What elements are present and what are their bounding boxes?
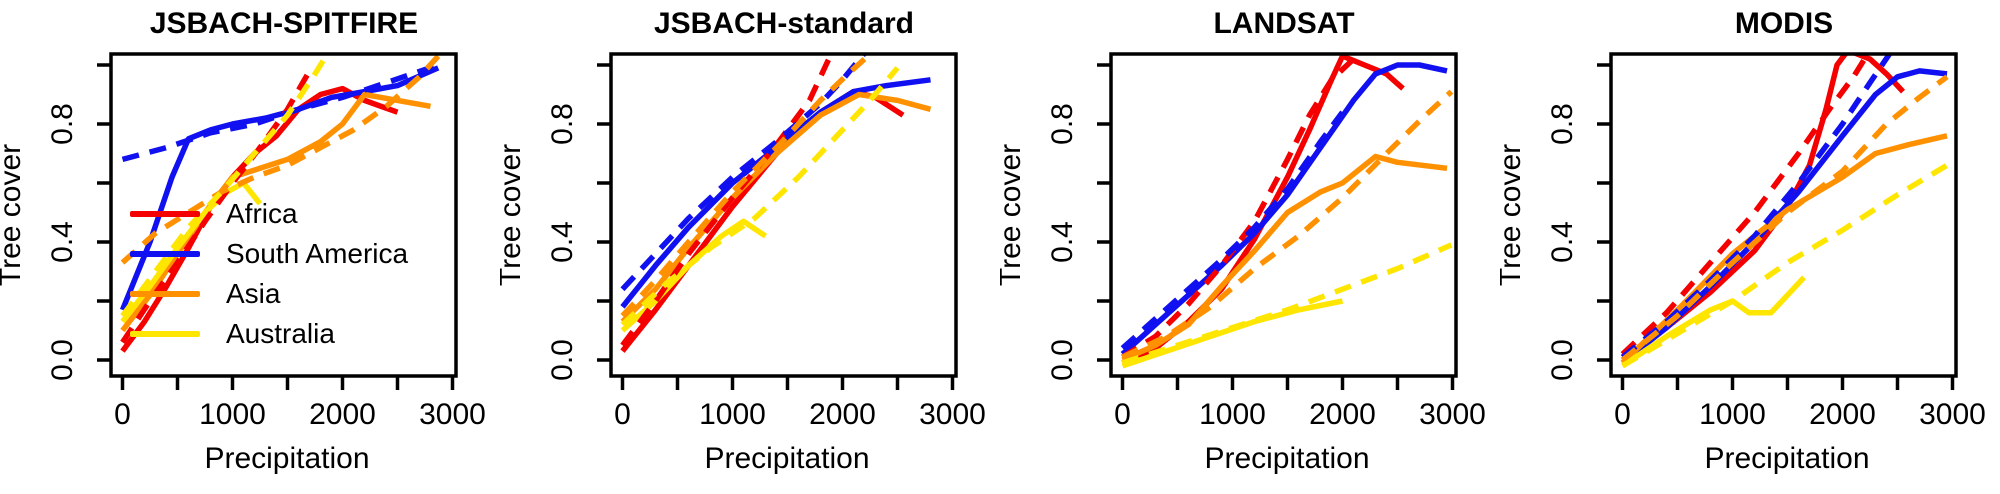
x-axis-label: Precipitation xyxy=(1204,442,1369,475)
x-axis-label: Precipitation xyxy=(1704,442,1869,475)
series-asia-dashed xyxy=(620,55,873,318)
y-tick-label: 0.4 xyxy=(1046,221,1079,263)
y-tick-label: 0.8 xyxy=(1546,103,1579,145)
legend-line-australia xyxy=(130,331,200,337)
panel-jsbach-spitfire: JSBACH-SPITFIRE 0 1000 2000 3000 0.0 0.4… xyxy=(0,0,500,494)
x-tick-label: 1000 xyxy=(699,398,766,431)
series-south-america-dashed xyxy=(620,55,867,292)
plot-box xyxy=(1109,52,1458,378)
series-australia-dashed xyxy=(1621,162,1949,369)
plot-box xyxy=(109,52,458,378)
series-australia-dashed xyxy=(1121,242,1453,366)
x-tick-label: 2000 xyxy=(809,398,876,431)
x-axis-label: Precipitation xyxy=(704,442,869,475)
y-tick-label: 0.8 xyxy=(546,103,579,145)
legend-item-africa: Africa xyxy=(130,194,408,234)
plot-jsbach-standard: JSBACH-standard 0 1000 2000 3000 0.0 0.4… xyxy=(500,7,986,475)
legend-label: South America xyxy=(226,238,409,269)
legend: Africa South America Asia Australia xyxy=(130,194,408,354)
series-lines xyxy=(1120,55,1454,369)
y-tick-label: 0.0 xyxy=(546,339,579,381)
ticks xyxy=(97,63,455,390)
series-lines xyxy=(620,55,932,353)
series-asia-dashed xyxy=(120,55,441,265)
x-tick-label: 3000 xyxy=(1919,398,1986,431)
y-tick-label: 0.4 xyxy=(1546,221,1579,263)
legend-label: Australia xyxy=(226,318,335,349)
x-tick-label: 0 xyxy=(614,398,631,431)
y-axis-label: Tree cover xyxy=(0,144,27,286)
legend-line-south-america xyxy=(130,251,200,257)
series-south-america-dashed xyxy=(1620,55,1892,360)
legend-line-asia xyxy=(130,291,200,297)
series-asia-dashed xyxy=(1121,89,1454,360)
x-tick-label: 0 xyxy=(1614,398,1631,431)
panel-title: LANDSAT xyxy=(1213,7,1354,40)
y-tick-label: 0.8 xyxy=(1046,103,1079,145)
legend-label: Asia xyxy=(226,278,281,309)
y-axis-label: Tree cover xyxy=(500,144,527,286)
plot-landsat: LANDSAT 0 1000 2000 3000 0.0 0.4 0.8 Pre… xyxy=(1000,7,1486,475)
x-tick-label: 2000 xyxy=(1309,398,1376,431)
x-tick-label: 0 xyxy=(1114,398,1131,431)
ticks xyxy=(1097,63,1455,390)
y-tick-label: 0.4 xyxy=(546,221,579,263)
y-tick-label: 0.0 xyxy=(1046,339,1079,381)
series-asia-dashed xyxy=(1620,74,1949,363)
legend-line-africa xyxy=(130,211,200,217)
series-australia-solid xyxy=(620,218,768,333)
series-africa-solid xyxy=(620,88,905,353)
series-asia-solid xyxy=(120,91,431,333)
series-africa-dashed xyxy=(1620,55,1871,357)
panel-modis: MODIS 0 1000 2000 3000 0.0 0.4 0.8 Preci… xyxy=(1500,0,2000,494)
series-south-america-dashed xyxy=(1120,110,1345,351)
y-axis-label: Tree cover xyxy=(1000,144,1027,286)
series-asia-solid xyxy=(1620,133,1948,365)
series-lines xyxy=(1620,55,1949,369)
ticks xyxy=(1597,63,1955,390)
x-tick-label: 2000 xyxy=(1809,398,1876,431)
panel-jsbach-standard: JSBACH-standard 0 1000 2000 3000 0.0 0.4… xyxy=(500,0,1000,494)
series-asia-solid xyxy=(620,91,932,324)
y-axis-label: Tree cover xyxy=(1500,144,1527,286)
ticks xyxy=(597,63,955,390)
y-tick-label: 0.8 xyxy=(46,103,79,145)
plot-box xyxy=(1609,52,1958,378)
x-tick-label: 1000 xyxy=(1199,398,1266,431)
panel-title: MODIS xyxy=(1735,7,1833,40)
x-tick-label: 0 xyxy=(114,398,131,431)
y-tick-label: 0.0 xyxy=(46,339,79,381)
panel-title: JSBACH-standard xyxy=(654,7,914,40)
y-tick-label: 0.4 xyxy=(46,221,79,263)
legend-item-south-america: South America xyxy=(130,234,408,274)
series-australia-solid xyxy=(1620,275,1807,369)
panel-landsat: LANDSAT 0 1000 2000 3000 0.0 0.4 0.8 Pre… xyxy=(1000,0,1500,494)
x-tick-label: 3000 xyxy=(419,398,486,431)
series-australia-dashed xyxy=(620,66,900,327)
plot-modis: MODIS 0 1000 2000 3000 0.0 0.4 0.8 Preci… xyxy=(1500,7,1986,475)
series-australia-dashed xyxy=(120,55,329,318)
x-tick-label: 1000 xyxy=(1699,398,1766,431)
plot-jsbach-spitfire: JSBACH-SPITFIRE 0 1000 2000 3000 0.0 0.4… xyxy=(0,7,486,475)
x-tick-label: 3000 xyxy=(1419,398,1486,431)
panel-title: JSBACH-SPITFIRE xyxy=(150,7,418,40)
series-africa-solid xyxy=(1620,55,1906,363)
legend-item-asia: Asia xyxy=(130,274,408,314)
x-axis-label: Precipitation xyxy=(204,442,369,475)
x-tick-label: 2000 xyxy=(309,398,376,431)
series-africa-dashed xyxy=(1121,57,1356,360)
x-tick-label: 1000 xyxy=(199,398,266,431)
series-south-america-solid xyxy=(1120,62,1448,357)
legend-item-australia: Australia xyxy=(130,314,408,354)
legend-label: Africa xyxy=(226,198,298,229)
plot-box xyxy=(609,52,958,378)
series-africa-dashed xyxy=(620,55,834,347)
y-tick-label: 0.0 xyxy=(1546,339,1579,381)
x-tick-label: 3000 xyxy=(919,398,986,431)
series-south-america-dashed xyxy=(121,62,440,163)
